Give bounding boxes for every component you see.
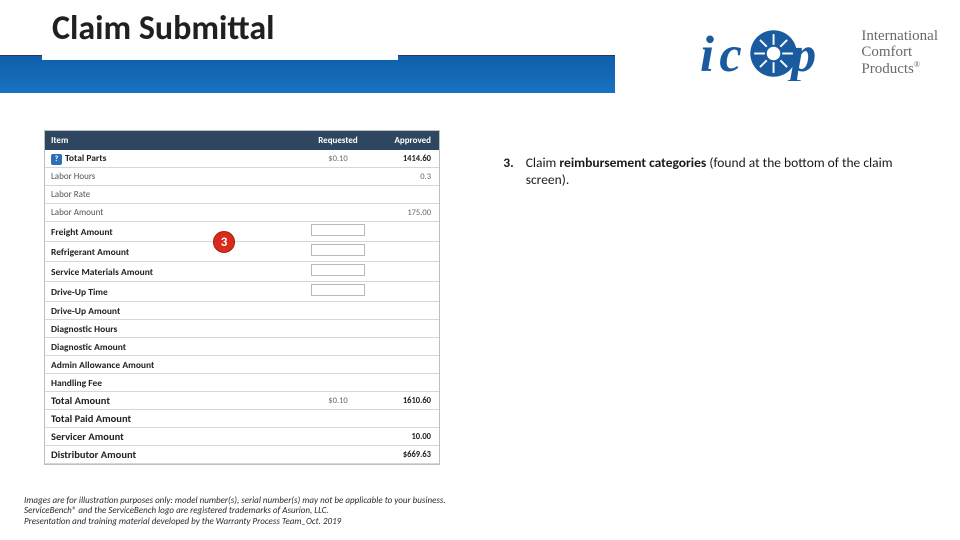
table-row: ?Total Parts$0.101414.60 [45, 150, 439, 168]
row-requested [295, 453, 381, 457]
amount-input[interactable] [311, 224, 365, 236]
brand-name-line1: International [861, 29, 938, 45]
row-approved [381, 309, 439, 313]
row-approved [381, 290, 439, 294]
table-row: Total Paid Amount [45, 410, 439, 428]
row-requested [295, 435, 381, 439]
brand-name-line2: Comfort [861, 45, 938, 61]
row-approved: $669.63 [381, 448, 439, 462]
table-row: Labor Amount 175.00 [45, 204, 439, 222]
row-requested [295, 242, 381, 261]
header-blue-bar [0, 55, 615, 93]
row-approved: 10.00 [381, 430, 439, 444]
th-requested: Requested [295, 131, 381, 150]
table-row: Labor Rate [45, 186, 439, 204]
row-approved: 175.00 [381, 206, 439, 220]
row-requested [295, 282, 381, 301]
table-row: Admin Allowance Amount [45, 356, 439, 374]
table-row: Handling Fee [45, 374, 439, 392]
row-approved: 1414.60 [381, 152, 439, 166]
instruction-body: Claim reimbursement categories (found at… [526, 155, 930, 189]
brand-logo: i c p International Comfort Products® [698, 26, 938, 81]
row-requested [295, 381, 381, 385]
svg-text:i: i [700, 26, 714, 81]
annotation-marker-3: 3 [213, 231, 235, 253]
svg-text:p: p [787, 26, 816, 81]
table-row: Diagnostic Hours [45, 320, 439, 338]
row-label: Servicer Amount [45, 428, 295, 445]
table-row: Refrigerant Amount [45, 242, 439, 262]
row-approved [381, 230, 439, 234]
row-requested [295, 262, 381, 281]
brand-name-line3: Products® [861, 61, 938, 78]
help-icon[interactable]: ? [51, 154, 62, 165]
row-approved [381, 193, 439, 197]
row-requested [295, 327, 381, 331]
table-row: Freight Amount [45, 222, 439, 242]
row-requested [295, 222, 381, 241]
row-requested [295, 211, 381, 215]
row-label: Labor Amount [45, 205, 295, 220]
brand-name: International Comfort Products® [861, 29, 938, 77]
row-label: Handling Fee [45, 375, 295, 391]
footer-disclaimer: Images are for illustration purposes onl… [24, 496, 446, 528]
row-approved [381, 363, 439, 367]
row-requested [295, 193, 381, 197]
row-label: Admin Allowance Amount [45, 357, 295, 373]
table-row: Labor Hours 0.3 [45, 168, 439, 186]
row-label: Labor Rate [45, 187, 295, 202]
row-label: Distributor Amount [45, 446, 295, 463]
table-row: Servicer Amount 10.00 [45, 428, 439, 446]
row-label: Diagnostic Amount [45, 339, 295, 355]
svg-text:c: c [720, 26, 742, 81]
table-row: Service Materials Amount [45, 262, 439, 282]
instruction-text: 3. Claim reimbursement categories (found… [500, 155, 930, 189]
row-requested: $0.10 [295, 152, 381, 166]
row-approved [381, 381, 439, 385]
instruction-number: 3. [500, 155, 514, 189]
row-requested [295, 345, 381, 349]
row-approved: 0.3 [381, 170, 439, 184]
row-label: Total Amount [45, 392, 295, 409]
amount-input[interactable] [311, 264, 365, 276]
row-approved [381, 345, 439, 349]
table-row: Drive-Up Time [45, 282, 439, 302]
row-requested [295, 309, 381, 313]
row-approved [381, 417, 439, 421]
table-row: Diagnostic Amount [45, 338, 439, 356]
row-label: Drive-Up Amount [45, 303, 295, 319]
footer-line-3: Presentation and training material devel… [24, 517, 446, 528]
th-item: Item [45, 131, 295, 150]
amount-input[interactable] [311, 244, 365, 256]
row-requested [295, 417, 381, 421]
table-header-row: Item Requested Approved [45, 131, 439, 150]
table-row: Total Amount$0.101610.60 [45, 392, 439, 410]
table-row: Distributor Amount $669.63 [45, 446, 439, 464]
row-approved [381, 250, 439, 254]
row-label: Diagnostic Hours [45, 321, 295, 337]
row-requested [295, 363, 381, 367]
row-label: Labor Hours [45, 169, 295, 184]
row-label: Freight Amount [45, 224, 295, 240]
page-title: Claim Submittal [52, 8, 275, 49]
row-approved [381, 270, 439, 274]
amount-input[interactable] [311, 284, 365, 296]
row-label: Service Materials Amount [45, 264, 295, 280]
icp-logo-icon: i c p [698, 26, 853, 81]
row-approved: 1610.60 [381, 394, 439, 408]
row-label: Total Paid Amount [45, 410, 295, 427]
row-label: Refrigerant Amount [45, 244, 295, 260]
row-requested [295, 175, 381, 179]
row-label: Drive-Up Time [45, 284, 295, 300]
claim-table: Item Requested Approved ?Total Parts$0.1… [44, 130, 440, 465]
row-approved [381, 327, 439, 331]
th-approved: Approved [381, 131, 439, 150]
row-label: ?Total Parts [45, 150, 295, 167]
row-requested: $0.10 [295, 394, 381, 408]
table-row: Drive-Up Amount [45, 302, 439, 320]
